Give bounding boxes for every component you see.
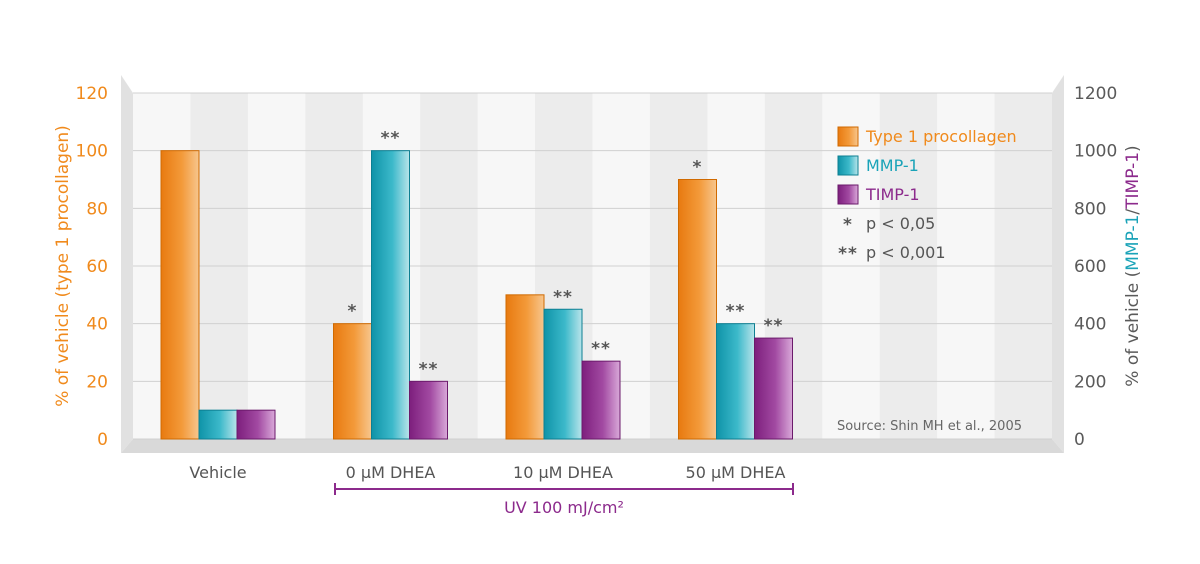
bar-mmp-1-2: [543, 308, 583, 440]
x-tick-label: 0 µM DHEA: [346, 463, 436, 482]
bars: [160, 150, 793, 440]
significance-mark: **: [553, 287, 573, 307]
y-right-tick-label: 200: [1074, 372, 1106, 392]
legend-label: TIMP-1: [865, 185, 920, 204]
y-right-tick-label: 1200: [1074, 84, 1117, 104]
y-left-tick-label: 60: [86, 257, 108, 277]
x-tick-label: 50 µM DHEA: [686, 463, 786, 482]
chart-extras: Source: Shin MH et al., 2005 UV 100 mJ/cm…: [334, 419, 1022, 517]
y-right-tick-label: 1000: [1074, 142, 1117, 162]
significance-mark: *: [693, 158, 703, 178]
left-wall: [121, 75, 133, 453]
legend-sig-symbol: *: [843, 215, 853, 235]
y-left-tick-label: 80: [86, 199, 108, 219]
bar-mmp-1-3: [716, 323, 755, 440]
significance-mark: **: [591, 339, 611, 359]
legend-sig-symbol: **: [838, 244, 858, 264]
axes: Vehicle 0 µM DHEA 10 µM DHEA 50 µM DHEA 0 20 4…: [53, 84, 1143, 482]
significance-mark: **: [419, 359, 439, 379]
right-wall: [1052, 75, 1064, 453]
significance-mark: *: [348, 302, 358, 322]
bar-mmp-1-1: [371, 150, 410, 440]
x-tick-label: Vehicle: [189, 463, 246, 482]
legend-swatch: [837, 126, 859, 147]
bar-mmp-1-0: [198, 409, 238, 440]
uv-bracket-label: UV 100 mJ/cm²: [504, 498, 624, 517]
significance-marks: **************: [348, 129, 784, 380]
legend-swatch: [837, 184, 859, 205]
y-left-tick-label: 20: [86, 372, 108, 392]
y-left-axis-title: % of vehicle (type 1 procollagen): [53, 125, 73, 407]
y-left-tick-label: 100: [76, 142, 108, 162]
bar-timp-1-2: [581, 360, 621, 440]
significance-mark: **: [381, 129, 401, 149]
bar-timp-1-1: [409, 380, 448, 440]
legend-label: MMP-1: [866, 156, 919, 175]
bar-timp-1-3: [754, 337, 793, 440]
legend-label: Type 1 procollagen: [865, 127, 1017, 146]
y-right-tick-label: 0: [1074, 430, 1085, 450]
source-note: Source: Shin MH et al., 2005: [837, 419, 1022, 434]
significance-mark: **: [764, 316, 784, 336]
y-right-tick-label: 400: [1074, 315, 1106, 335]
bar-type-1-procollagen-1: [333, 323, 372, 440]
legend-sig-label: p < 0,001: [866, 243, 946, 262]
y-left-tick-label: 120: [76, 84, 108, 104]
floor: [121, 439, 1064, 453]
bar-type-1-procollagen-3: [678, 179, 717, 440]
y-left-tick-label: 0: [97, 430, 108, 450]
bar-type-1-procollagen-0: [160, 150, 200, 440]
legend: Type 1 procollagen MMP-1 TIMP-1 * p < 0,05 **…: [837, 126, 1017, 264]
x-tick-label: 10 µM DHEA: [513, 463, 613, 482]
legend-sig-label: p < 0,05: [866, 214, 935, 233]
legend-swatch: [837, 155, 859, 176]
y-right-axis-title: % of vehicle (MMP-1/TIMP-1): [1123, 145, 1143, 386]
y-right-tick-label: 600: [1074, 257, 1106, 277]
significance-mark: **: [726, 302, 746, 322]
bar-timp-1-0: [236, 409, 276, 440]
bar-type-1-procollagen-2: [505, 294, 545, 440]
y-left-tick-label: 40: [86, 315, 108, 335]
y-right-tick-label: 800: [1074, 199, 1106, 219]
